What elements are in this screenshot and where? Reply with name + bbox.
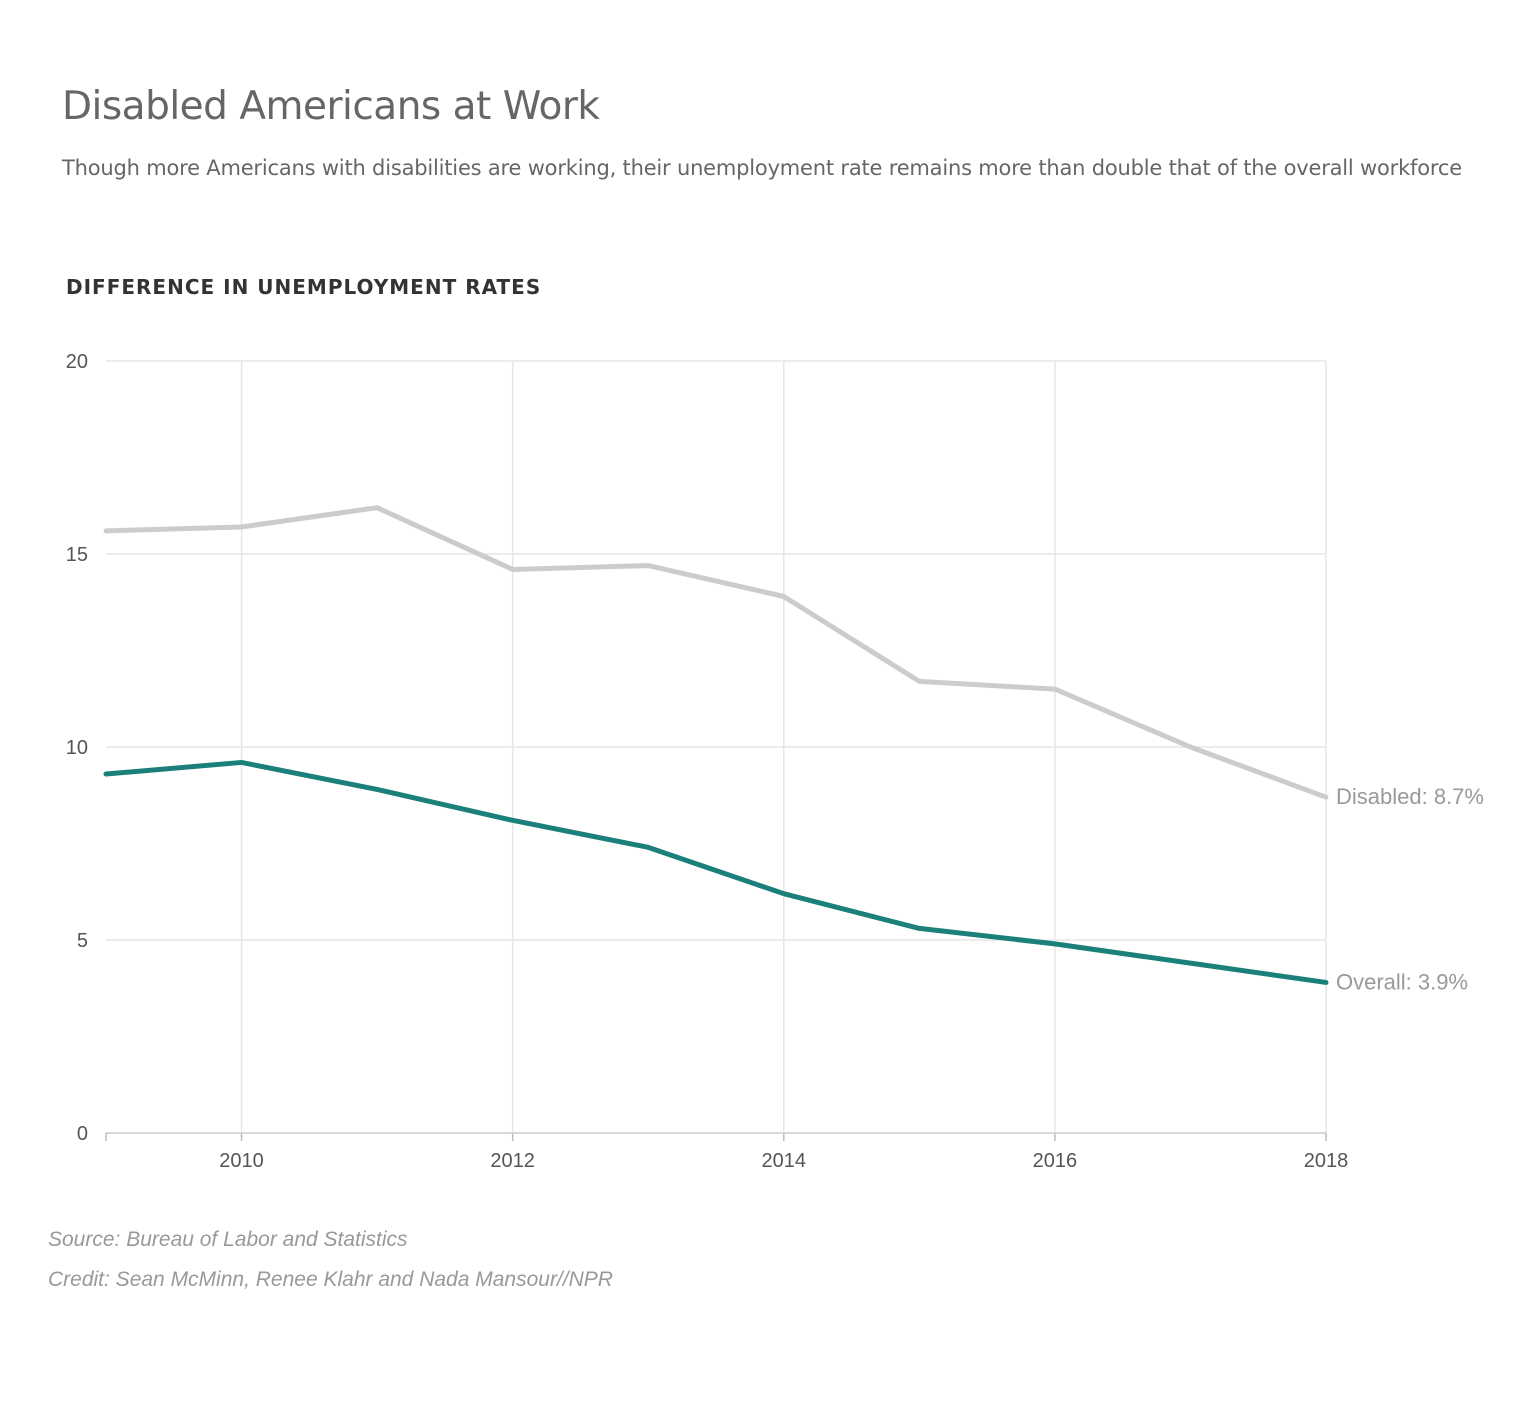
grid-lines	[106, 360, 1327, 1134]
credit-note: Credit: Sean McMinn, Renee Klahr and Nad…	[48, 1268, 613, 1291]
x-tick-label: 2014	[762, 1150, 807, 1172]
x-tick-label: 2010	[219, 1150, 264, 1172]
source-note: Source: Bureau of Labor and Statistics	[48, 1228, 408, 1251]
y-tick-label: 15	[66, 544, 88, 566]
x-tick-label: 2016	[1033, 1150, 1078, 1172]
series-line-disabled	[103, 505, 1329, 800]
y-tick-label: 20	[66, 351, 88, 373]
series-line-overall	[103, 759, 1329, 985]
series-lines	[103, 505, 1329, 985]
axes: 0 5 10 15 20 2010 2012 2014 2016 2018	[66, 351, 1349, 1172]
y-tick-label: 0	[77, 1123, 88, 1145]
y-tick-label: 10	[66, 737, 88, 759]
chart-title: Disabled Americans at Work	[62, 84, 600, 129]
x-tick-label: 2018	[1304, 1150, 1349, 1172]
end-label-overall: Overall: 3.9%	[1336, 969, 1468, 994]
y-tick-label: 5	[77, 930, 88, 952]
chart-subtitle: Though more Americans with disabilities …	[62, 156, 1462, 180]
end-labels: Disabled: 8.7% Overall: 3.9%	[1336, 784, 1484, 994]
chart-heading: DIFFERENCE IN UNEMPLOYMENT RATES	[66, 275, 542, 299]
x-tick-label: 2012	[490, 1150, 535, 1172]
end-label-disabled: Disabled: 8.7%	[1336, 784, 1484, 809]
